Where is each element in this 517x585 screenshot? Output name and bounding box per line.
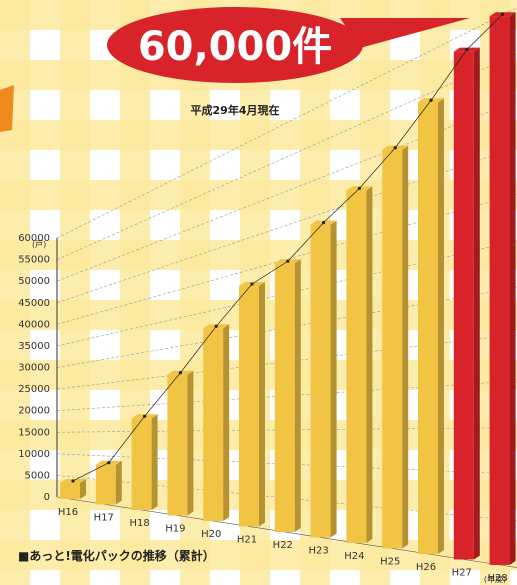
trend-point — [357, 186, 361, 190]
bar-side — [366, 186, 373, 543]
x-tick-label: H18 — [129, 518, 149, 529]
bar — [95, 464, 116, 505]
bar — [131, 418, 152, 510]
y-unit: (戸) — [32, 240, 46, 249]
bar-side — [259, 282, 265, 527]
trend-point — [286, 259, 290, 263]
bar-side — [438, 98, 444, 554]
grid-line — [56, 7, 517, 239]
bar-side — [151, 414, 158, 510]
bar-side — [509, 12, 516, 565]
bar — [418, 102, 438, 554]
x-tick-label: H28 — [487, 573, 507, 584]
decoration — [0, 85, 14, 132]
y-tick-label: 40000 — [18, 319, 50, 330]
bar — [60, 482, 80, 499]
y-tick-label: 45000 — [18, 298, 50, 309]
x-unit: (年度) — [484, 574, 506, 584]
trend-point — [178, 371, 182, 375]
bar — [382, 149, 403, 549]
bar — [453, 51, 474, 560]
bar-side — [80, 478, 86, 499]
y-tick-label: 20000 — [18, 406, 50, 417]
bar-side — [473, 47, 480, 560]
grid-line — [56, 147, 517, 304]
x-tick-label: H25 — [380, 556, 400, 567]
y-tick-label: 50000 — [18, 276, 50, 287]
y-tick-label: 55000 — [18, 255, 50, 266]
callout-tail — [340, 18, 470, 48]
bars — [60, 12, 516, 565]
bar-side — [330, 220, 337, 538]
y-tick-label: 30000 — [18, 363, 50, 374]
x-tick-label: H23 — [308, 545, 328, 556]
bar-side — [187, 370, 194, 516]
bar-side — [294, 259, 301, 532]
bar — [167, 374, 188, 516]
trend-point — [143, 414, 147, 418]
x-tick-label: H19 — [165, 523, 185, 534]
bar-side — [402, 145, 409, 549]
trend-point — [322, 220, 326, 225]
grid-line — [56, 53, 517, 260]
trend-point — [250, 282, 254, 286]
trend-point — [393, 146, 397, 150]
x-tick-label: H26 — [416, 562, 436, 573]
x-tick-label: H20 — [201, 529, 221, 540]
trend-point — [465, 48, 469, 52]
trend-point — [214, 324, 218, 328]
bar — [489, 16, 510, 565]
callout-text: 60,000件 — [138, 24, 332, 70]
y-tick-label: 10000 — [18, 449, 50, 460]
y-tick-label: 0 — [44, 492, 50, 503]
y-tick-label: 25000 — [18, 384, 50, 395]
bar-side — [223, 324, 230, 521]
y-tick-label: 60000 — [18, 233, 50, 244]
trend-point — [71, 479, 75, 483]
trend-point — [501, 12, 505, 16]
bar-side — [115, 460, 122, 505]
bar — [310, 224, 331, 538]
trend-point — [107, 461, 111, 465]
x-tick-label: H22 — [273, 540, 293, 551]
bar — [203, 328, 224, 521]
x-tick-label: H24 — [344, 551, 364, 562]
x-tick-label: H17 — [94, 512, 114, 523]
x-tick-label: H16 — [58, 507, 78, 518]
x-tick-label: H27 — [452, 567, 472, 578]
x-tick-label: H21 — [237, 534, 257, 545]
bar — [346, 190, 367, 543]
bar — [239, 286, 259, 527]
y-tick-label: 35000 — [18, 341, 50, 352]
callout-bubble — [107, 7, 363, 83]
caption: ■あっと!電化パックの推移（累計） — [18, 548, 215, 563]
bar — [274, 263, 295, 532]
y-tick-label: 5000 — [25, 470, 50, 481]
y-tick-label: 15000 — [18, 427, 50, 438]
grid-line — [56, 287, 517, 368]
subtitle: 平成29年4月現在 — [191, 103, 280, 117]
trend-point — [429, 98, 433, 102]
